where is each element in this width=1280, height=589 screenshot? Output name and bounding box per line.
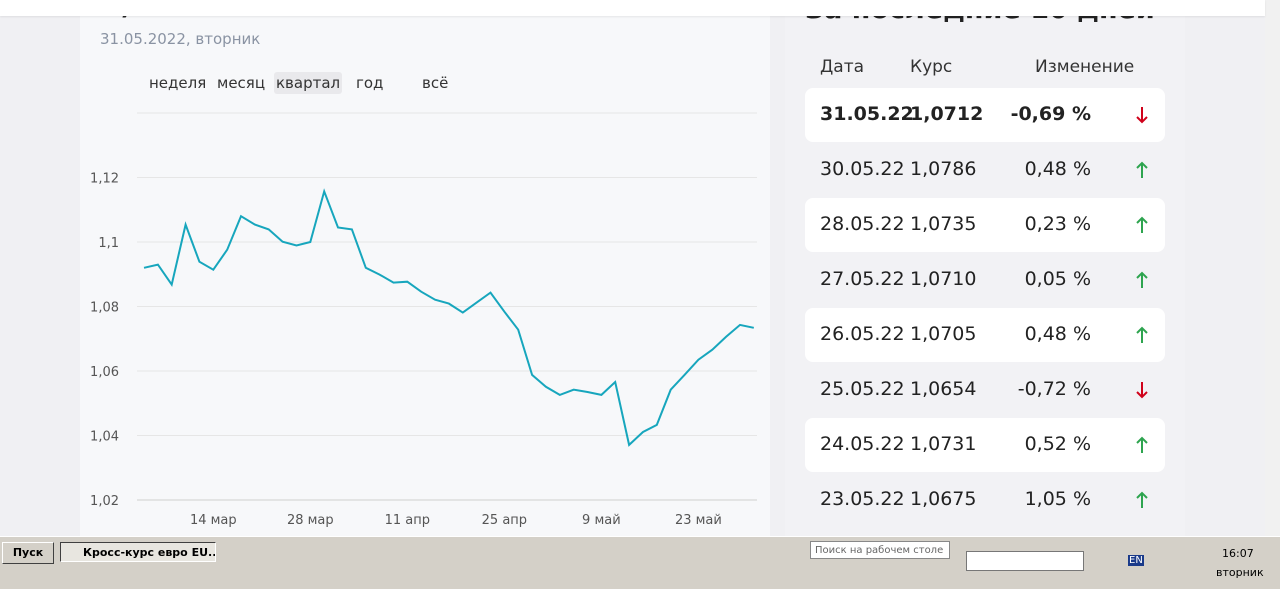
trend-arrow [1134, 435, 1150, 455]
y-tick-label: 1,08 [90, 301, 119, 316]
clock-time: 16:07 [1222, 547, 1254, 560]
arrow-icon [1136, 271, 1148, 288]
x-tick-label: 9 май [582, 513, 621, 528]
y-tick-label: 1,02 [90, 494, 119, 509]
rate-cell: 1,0735 [910, 213, 977, 235]
trend-arrow [1134, 380, 1150, 400]
trend-arrow [1134, 325, 1150, 345]
trend-arrow [1134, 160, 1150, 180]
x-tick-label: 25 апр [482, 513, 527, 528]
table-row [805, 198, 1165, 252]
period-button[interactable]: неделя [149, 74, 207, 92]
y-tick-label: 1,12 [90, 172, 119, 187]
x-tick-label: 11 апр [385, 513, 430, 528]
change-cell: 0,05 % [1024, 268, 1091, 290]
trend-arrow [1134, 215, 1150, 235]
date-cell: 24.05.22 [820, 433, 905, 455]
change-cell: 0,23 % [1024, 213, 1091, 235]
x-tick-label: 28 мар [287, 513, 334, 528]
column-header: Дата [820, 57, 865, 77]
chart: 1,02 1,04 1,06 1,08 1,1 1,12 14 мар 28 мар 11 ап… [90, 112, 757, 528]
lang[interactable]: EN [1128, 555, 1144, 566]
change-cell: 1,05 % [1024, 488, 1091, 510]
period-button[interactable]: месяц [217, 74, 266, 92]
trend-arrow [1134, 270, 1150, 290]
taskbar: Пуск Кросс-курс евро EU... Поиск на рабо… [0, 536, 1280, 589]
top-bar [0, 0, 1265, 16]
change-cell: -0,72 % [1017, 378, 1091, 400]
rate-cell: 1,0654 [910, 378, 977, 400]
date-cell: 25.05.22 [820, 378, 905, 400]
arrow-icon [1136, 382, 1148, 399]
rate-cell: 1,0705 [910, 323, 977, 345]
arrow-icon [1136, 491, 1148, 508]
rate-cell: 1,0710 [910, 268, 977, 290]
date-cell: 27.05.22 [820, 268, 905, 290]
change-cell: 0,48 % [1024, 158, 1091, 180]
period-button[interactable]: квартал [274, 72, 343, 94]
start-button[interactable]: Пуск [2, 542, 54, 564]
change-cell: 0,48 % [1024, 323, 1091, 345]
arrow-icon [1136, 107, 1148, 124]
column-header: Изменение [1035, 57, 1135, 77]
rate-cell: 1,0712 [910, 103, 984, 125]
arrow-icon [1136, 161, 1148, 178]
change-cell: 0,52 % [1024, 433, 1091, 455]
period-button[interactable]: всё [422, 74, 449, 92]
clock-day: вторник [1216, 566, 1264, 579]
rate-cell: 1,0786 [910, 158, 977, 180]
y-tick-label: 1,06 [90, 365, 119, 380]
scrollbar[interactable] [1265, 0, 1280, 536]
search-box[interactable]: Поиск на рабочем столе [810, 541, 950, 559]
period-button[interactable]: год [356, 74, 384, 92]
y-tick-label: 1,04 [90, 430, 119, 445]
date-cell: 23.05.22 [820, 488, 905, 510]
task-label: Кросс-курс евро EU... [83, 546, 216, 559]
date-cell: 31.05.22 [820, 103, 914, 125]
task-button[interactable]: Кросс-курс евро EU... [60, 542, 216, 562]
start-label: Пуск [12, 546, 44, 559]
trend-arrow [1134, 105, 1150, 125]
rate-cell: 1,0731 [910, 433, 977, 455]
arrow-icon [1136, 436, 1148, 453]
arrow-icon [1136, 326, 1148, 343]
change-cell: -0,69 % [1010, 103, 1091, 125]
date-cell: 30.05.22 [820, 158, 905, 180]
nero-search[interactable] [966, 551, 1084, 571]
chart-card [80, 0, 770, 536]
y-tick-label: 1,1 [98, 236, 119, 251]
table-row [805, 418, 1165, 472]
date-cell: 28.05.22 [820, 213, 905, 235]
trend-arrow [1134, 490, 1150, 510]
date-cell: 26.05.22 [820, 323, 905, 345]
rate-date: 31.05.2022, вторник [100, 30, 261, 48]
table-row [805, 308, 1165, 362]
table-row [805, 88, 1165, 142]
column-header: Курс [910, 57, 953, 77]
arrow-icon [1136, 216, 1148, 233]
rate-cell: 1,0675 [910, 488, 977, 510]
x-tick-label: 23 май [675, 513, 722, 528]
price-line [143, 188, 755, 447]
x-tick-label: 14 мар [190, 513, 237, 528]
